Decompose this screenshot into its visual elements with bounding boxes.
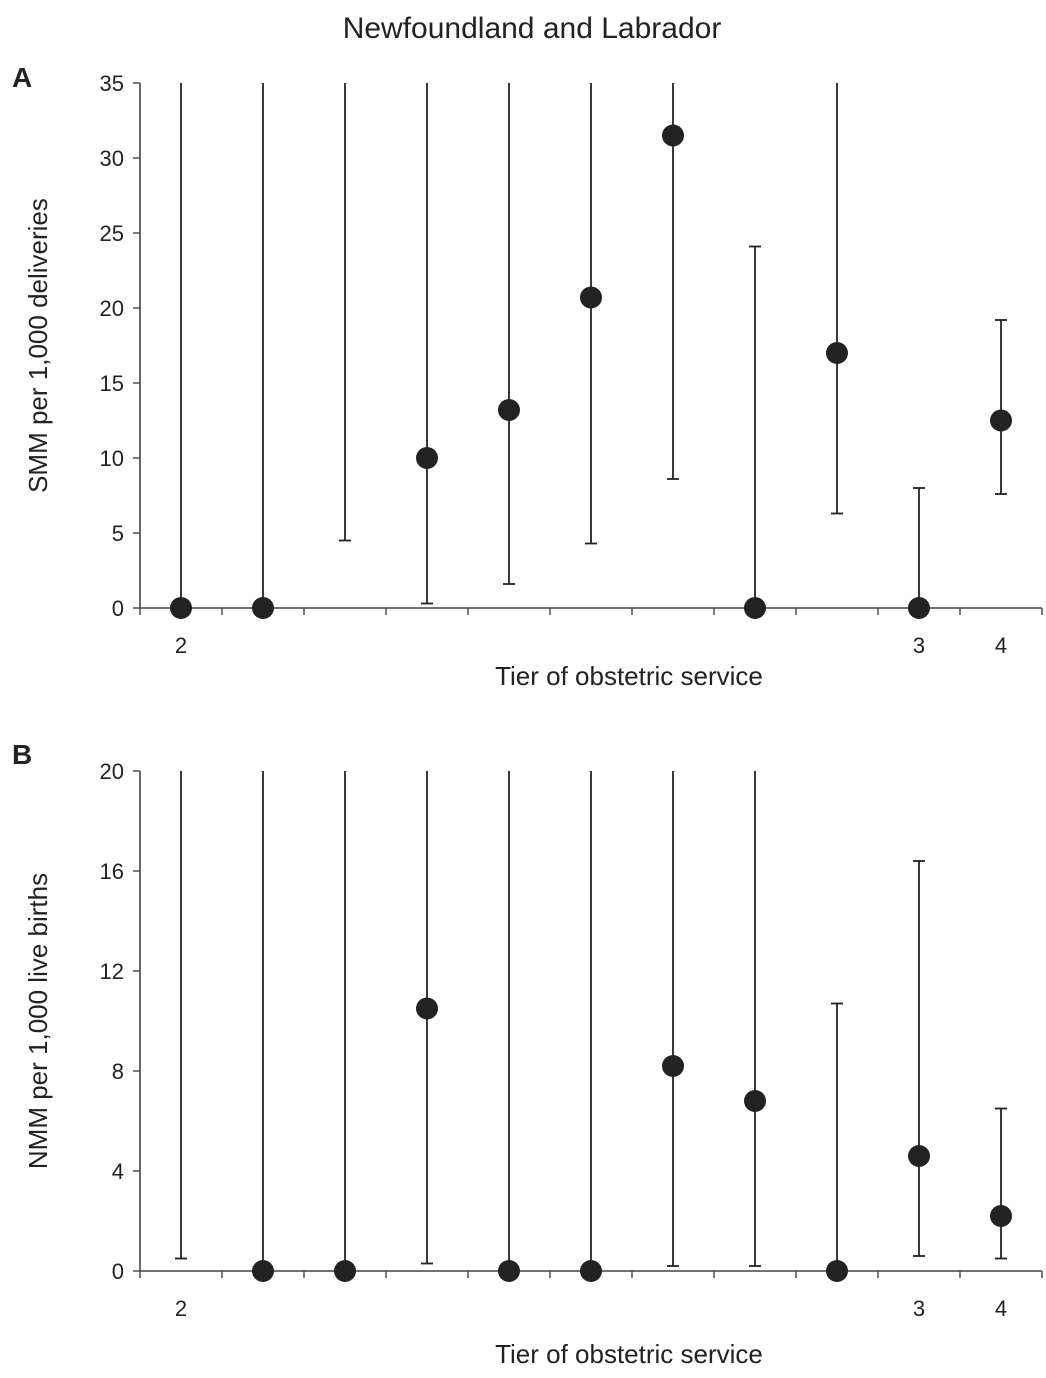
panel-b-data-point: [416, 997, 438, 1020]
figure-title: Newfoundland and Labrador: [343, 12, 722, 45]
panel-a-data-point: [990, 409, 1012, 432]
panel-a-x-axis-title: Tier of obstetric service: [495, 661, 763, 691]
panel-a-label: A: [12, 62, 32, 93]
panel-a-data-point: [662, 124, 684, 147]
panel-a-data-point: [416, 447, 438, 469]
panel-a-y-tick-label: 25: [100, 221, 124, 246]
panel-b-label: B: [12, 739, 32, 770]
panel-a-y-tick-label: 20: [100, 296, 124, 321]
panel-b-x-tick-label: 2: [175, 1296, 187, 1321]
panel-b-x-axis-title: Tier of obstetric service: [495, 1339, 763, 1369]
panel-a-data-point: [252, 597, 274, 619]
panel-a-data-point: [908, 597, 930, 619]
panel-a-data-point: [744, 597, 766, 619]
panel-a-data-point: [826, 342, 848, 364]
panel-b-data-point: [826, 1260, 848, 1282]
panel-a-data-point: [580, 286, 602, 309]
panel-b-y-tick-label: 4: [112, 1159, 124, 1184]
panel-b-data-point: [744, 1090, 766, 1112]
panel-a-data-point: [170, 597, 192, 619]
panel-a-y-tick-label: 10: [100, 446, 124, 471]
panel-a-y-tick-label: 30: [100, 146, 124, 171]
panel-a-y-axis-title: SMM per 1,000 deliveries: [23, 198, 53, 493]
panel-a-x-tick-label: 4: [995, 633, 1007, 658]
panel-a-y-tick-label: 15: [100, 371, 124, 396]
panel-b-data-point: [252, 1260, 274, 1282]
panel-a-x-tick-label: 3: [913, 633, 925, 658]
panel-a: A 0 5 10 15 20 25 30 35 2 3 4 Tier of obstetric serv…: [12, 62, 1043, 691]
panel-a-x-tick-label: 2: [175, 633, 187, 658]
panel-b-y-axis-title: NMM per 1,000 live births: [23, 873, 53, 1169]
panel-a-data-point: [498, 399, 520, 421]
panel-b-y-tick-label: 20: [100, 759, 124, 784]
panel-b-y-tick-label: 16: [100, 859, 124, 884]
panel-b: B 0 4 8 12 16 20 2 3 4 Tier of obstetric service NM…: [12, 739, 1043, 1369]
panel-b-data-point: [990, 1205, 1012, 1227]
panel-b-y-tick-label: 8: [112, 1059, 124, 1084]
panel-b-data-point: [580, 1260, 602, 1282]
panel-b-data-point: [662, 1055, 684, 1077]
panel-b-data-point: [498, 1260, 520, 1282]
panel-b-y-tick-label: 12: [100, 959, 124, 984]
panel-b-data-point: [334, 1260, 356, 1282]
panel-a-y-tick-label: 35: [100, 71, 124, 96]
panel-a-y-tick-label: 0: [112, 596, 124, 621]
panel-b-x-tick-label: 4: [995, 1296, 1007, 1321]
panel-b-x-tick-label: 3: [913, 1296, 925, 1321]
panel-b-data-point: [908, 1145, 930, 1167]
panel-b-y-tick-label: 0: [112, 1259, 124, 1284]
panel-a-y-tick-label: 5: [112, 521, 124, 546]
